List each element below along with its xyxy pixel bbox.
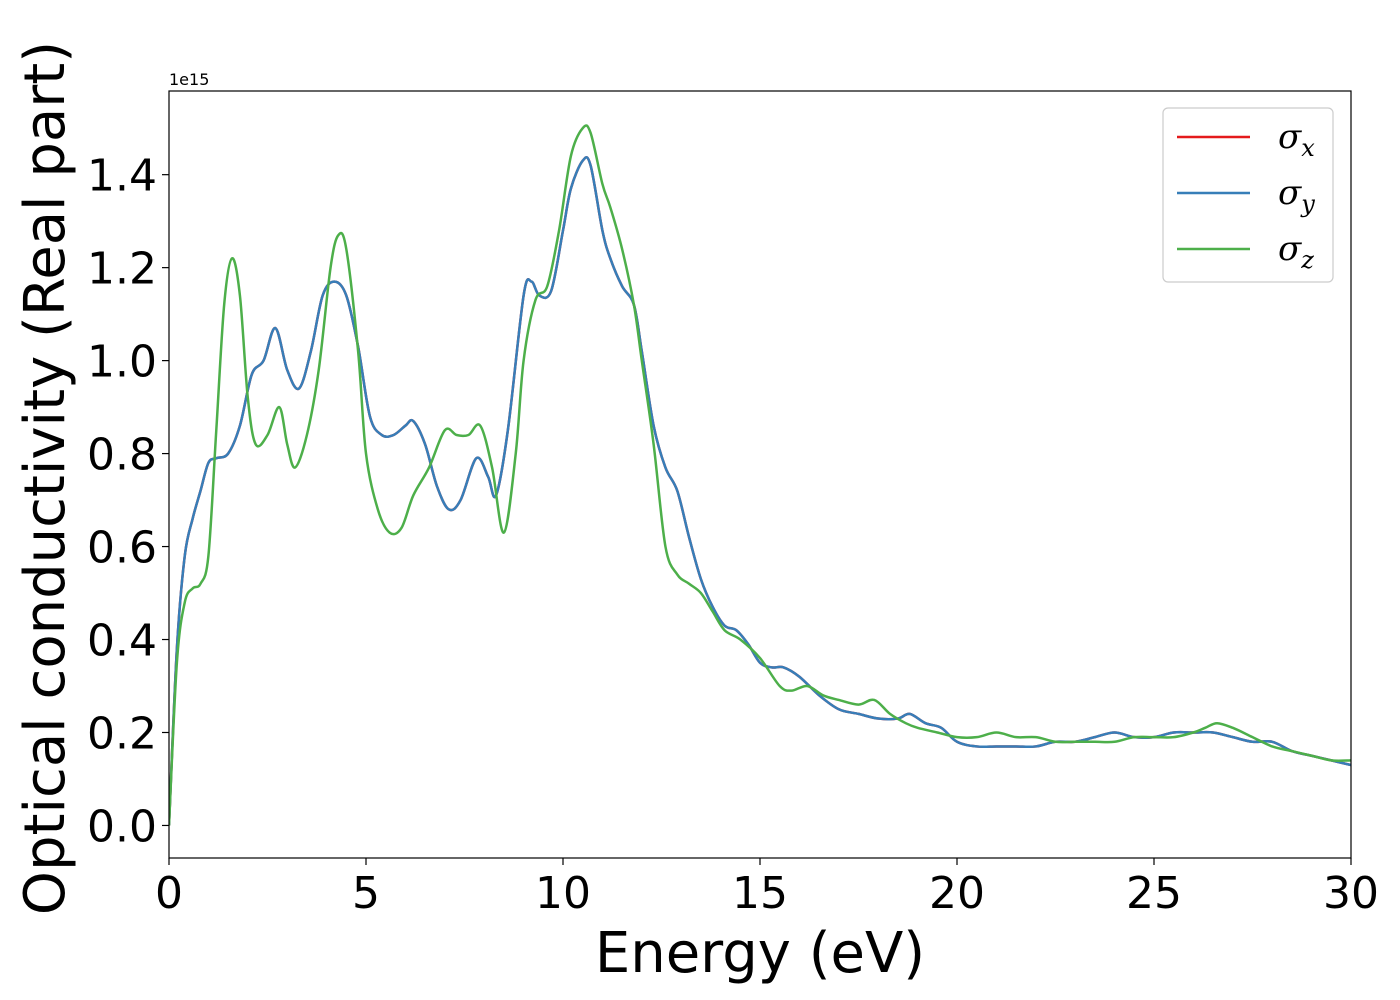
- y-tick-label: 0.4: [87, 616, 157, 667]
- y-axis-label: Optical conductivity (Real part): [13, 41, 78, 915]
- y-offset-label: 1e15: [169, 70, 209, 89]
- legend-label-z: σz: [1278, 229, 1314, 274]
- x-axis-label: Energy (eV): [595, 921, 925, 986]
- legend-label-x: σx: [1278, 117, 1315, 162]
- x-tick-label: 20: [929, 868, 985, 919]
- x-tick-label: 25: [1126, 868, 1182, 919]
- y-axis: 0.0 0.2 0.4 0.6 0.8 1.0 1.2 1.4: [87, 151, 169, 852]
- y-tick-label: 0.0: [87, 801, 157, 852]
- x-tick-label: 10: [535, 868, 591, 919]
- y-tick-label: 1.2: [87, 244, 157, 295]
- y-tick-label: 1.4: [87, 151, 157, 202]
- y-tick-label: 0.2: [87, 708, 157, 759]
- legend-box: [1162, 107, 1334, 283]
- series-layer: [169, 124, 1351, 826]
- y-tick-label: 0.8: [87, 430, 157, 481]
- x-tick-label: 15: [732, 868, 788, 919]
- x-tick-label: 30: [1323, 868, 1379, 919]
- y-tick-label: 0.6: [87, 523, 157, 574]
- x-tick-label: 5: [352, 868, 380, 919]
- x-axis: 0 5 10 15 20 25 30: [155, 858, 1379, 919]
- legend-label-y: σy: [1278, 173, 1315, 218]
- legend: σx σy σz: [1162, 107, 1334, 283]
- series-line-z: [169, 124, 1351, 826]
- y-tick-label: 1.0: [87, 337, 157, 388]
- x-tick-label: 0: [155, 868, 183, 919]
